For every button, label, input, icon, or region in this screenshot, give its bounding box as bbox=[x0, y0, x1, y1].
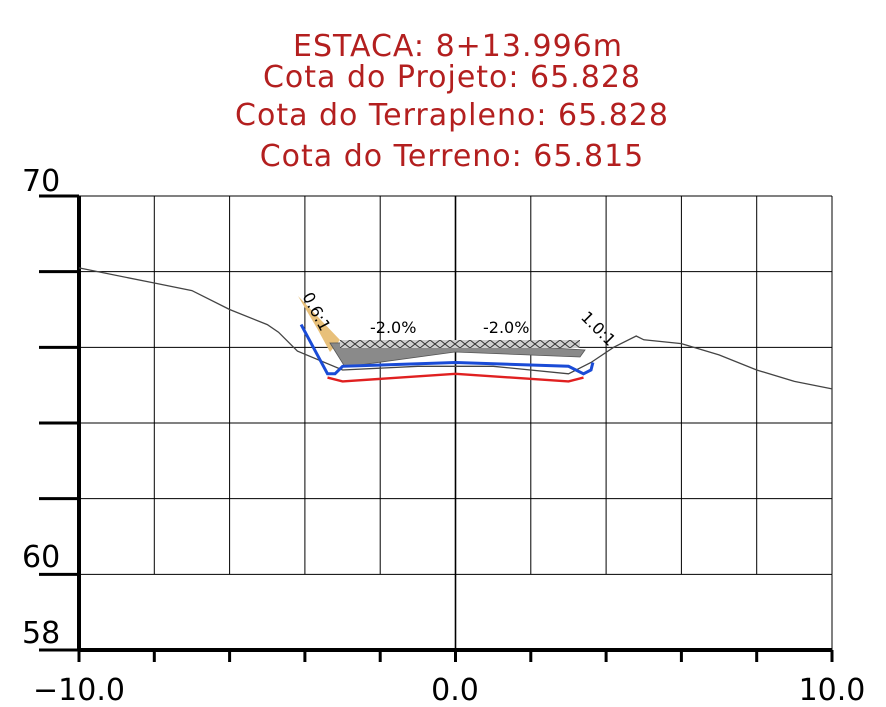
section-features bbox=[78, 267, 833, 390]
axes bbox=[39, 194, 834, 662]
project-elevation-label: Cota do Projeto: 65.828 bbox=[263, 60, 641, 95]
terrain-elevation-label: Cota do Terreno: 65.815 bbox=[260, 139, 645, 174]
station-label: ESTACA: 8+13.996m bbox=[293, 29, 623, 64]
grid bbox=[79, 195, 833, 650]
right-talude-slope-label: 1.0:1 bbox=[577, 307, 619, 349]
y-tick-label-58: 58 bbox=[22, 616, 60, 651]
pavement-top-line bbox=[299, 323, 595, 376]
x-tick-label-10: 10.0 bbox=[799, 673, 866, 707]
subgrade-line bbox=[327, 372, 584, 383]
terrain-line bbox=[78, 267, 833, 390]
x-tick-label-0: 0.0 bbox=[431, 673, 479, 707]
y-tick-label-70: 70 bbox=[22, 164, 60, 199]
earthwork-elevation-label: Cota do Terrapleno: 65.828 bbox=[235, 98, 669, 133]
left-cut-wedge bbox=[298, 296, 340, 352]
pavement-hatch bbox=[340, 340, 580, 348]
left-lane-slope-label: -2.0% bbox=[370, 318, 416, 337]
y-tick-label-60: 60 bbox=[22, 540, 60, 575]
x-tick-label-neg10: −10.0 bbox=[33, 673, 125, 707]
right-lane-slope-label: -2.0% bbox=[483, 318, 529, 337]
